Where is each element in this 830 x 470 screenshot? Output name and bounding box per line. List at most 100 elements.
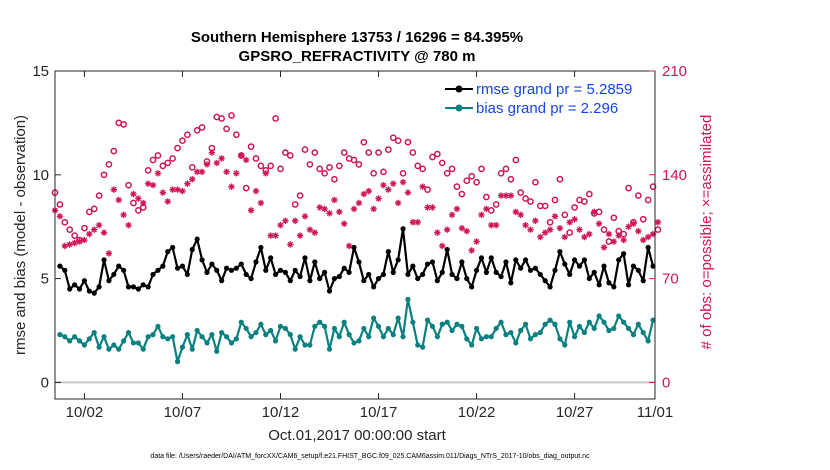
obs-assimilated-point — [159, 189, 167, 196]
rmse-point — [57, 263, 63, 269]
bias-point — [67, 338, 73, 344]
rmse-point — [150, 271, 156, 278]
obs-assimilated-stroke — [96, 222, 102, 228]
legend-marker-bias — [455, 104, 463, 112]
obs-assimilated-stroke — [483, 206, 490, 212]
bias-point — [449, 327, 455, 334]
obs-assimilated-stroke — [620, 237, 627, 243]
obs-assimilated-point — [316, 204, 323, 211]
obs-assimilated-stroke — [503, 192, 509, 199]
bias-point — [189, 346, 195, 352]
obs-assimilated-point — [414, 219, 421, 226]
obs-assimilated-stroke — [576, 226, 583, 233]
obs-assimilated-point — [252, 187, 260, 195]
bias-point — [135, 340, 141, 346]
obs-assimilated-point — [399, 179, 407, 186]
obs-assimilated-point — [625, 223, 632, 230]
obs-assimilated-point — [561, 233, 569, 241]
obs-assimilated-point — [198, 168, 206, 176]
rmse-point — [361, 278, 367, 284]
obs-assimilated-point — [174, 186, 181, 193]
obs-assimilated-point — [429, 204, 436, 211]
obs-assimilated-point — [120, 211, 127, 219]
obs-assimilated-point — [355, 199, 363, 207]
rmse-point — [223, 265, 230, 271]
obs-possible-point — [532, 178, 539, 186]
rmse-point — [385, 249, 391, 255]
bias-point — [424, 317, 431, 323]
x-tick-label: 10/17 — [360, 404, 398, 421]
rmse-point — [547, 284, 553, 290]
obs-possible-point — [507, 175, 515, 183]
bias-point — [209, 332, 215, 338]
bias-point — [248, 334, 254, 340]
rmse-point — [125, 284, 132, 290]
obs-assimilated-point — [576, 226, 583, 233]
obs-assimilated-point — [81, 236, 88, 244]
bias-point — [125, 329, 132, 336]
bias-point — [483, 334, 489, 340]
obs-assimilated-point — [492, 222, 500, 229]
obs-assimilated-point — [247, 207, 255, 214]
obs-possible-point — [169, 155, 176, 162]
obs-assimilated-stroke — [101, 229, 107, 236]
bias-point — [503, 332, 509, 338]
obs-possible-point — [306, 161, 314, 168]
obs-possible-point — [350, 156, 358, 164]
obs-assimilated-stroke — [498, 192, 504, 199]
obs-possible-point — [438, 159, 446, 167]
obs-assimilated-point — [345, 242, 353, 250]
bias-point — [493, 325, 499, 332]
x-tick-label: 10/22 — [458, 404, 496, 421]
bias-point — [552, 321, 558, 327]
rmse-point — [67, 286, 73, 292]
obs-possible-point — [458, 190, 466, 198]
obs-possible-point — [497, 169, 505, 177]
y-axis-label: rmse and bias (model - observation) — [12, 115, 29, 355]
obs-assimilated-point — [130, 190, 137, 198]
obs-assimilated-stroke — [297, 232, 303, 239]
bias-point — [464, 336, 470, 342]
obs-assimilated-stroke — [179, 188, 186, 194]
bias-point — [287, 332, 293, 338]
bias-point — [111, 342, 117, 348]
obs-possible-point — [394, 137, 402, 145]
obs-assimilated-point — [311, 229, 319, 236]
obs-possible-point — [291, 201, 299, 208]
obs-assimilated-stroke — [493, 222, 499, 228]
obs-possible-point — [159, 162, 167, 170]
obs-assimilated-stroke — [542, 229, 548, 236]
x-tick-label: 10/27 — [556, 404, 594, 421]
rmse-point — [611, 284, 617, 290]
obs-assimilated-point — [468, 247, 475, 254]
obs-possible-point — [581, 198, 588, 205]
obs-assimilated-point — [296, 232, 304, 239]
obs-possible-point — [223, 125, 230, 133]
obs-possible-point — [502, 165, 510, 173]
obs-assimilated-point — [620, 236, 627, 244]
obs-possible-point — [492, 201, 500, 208]
obs-assimilated-point — [350, 205, 358, 213]
bias-point — [576, 323, 583, 329]
obs-assimilated-stroke — [552, 213, 558, 220]
obs-possible-point — [625, 184, 632, 192]
obs-possible-point — [404, 138, 412, 146]
bias-point — [302, 342, 308, 348]
legend: rmse grand pr = 5.2859 bias grand pr = 2… — [440, 78, 652, 122]
bias-point — [86, 336, 92, 342]
obs-assimilated-point — [140, 199, 147, 207]
obs-assimilated-point — [149, 181, 157, 189]
obs-assimilated-stroke — [312, 229, 318, 236]
bias-point — [277, 323, 284, 329]
obs-assimilated-stroke — [571, 216, 578, 222]
obs-assimilated-stroke — [429, 204, 436, 211]
obs-assimilated-stroke — [508, 192, 514, 199]
obs-assimilated-stroke — [370, 206, 377, 212]
bias-point — [160, 334, 166, 340]
rmse-point — [174, 265, 181, 271]
rmse-point — [322, 269, 328, 275]
y2-axis-label: # of obs: o=possible; ×=assimilated — [698, 115, 715, 350]
rmse-point — [625, 282, 632, 288]
obs-possible-point — [242, 184, 250, 192]
bias-point — [96, 344, 102, 350]
